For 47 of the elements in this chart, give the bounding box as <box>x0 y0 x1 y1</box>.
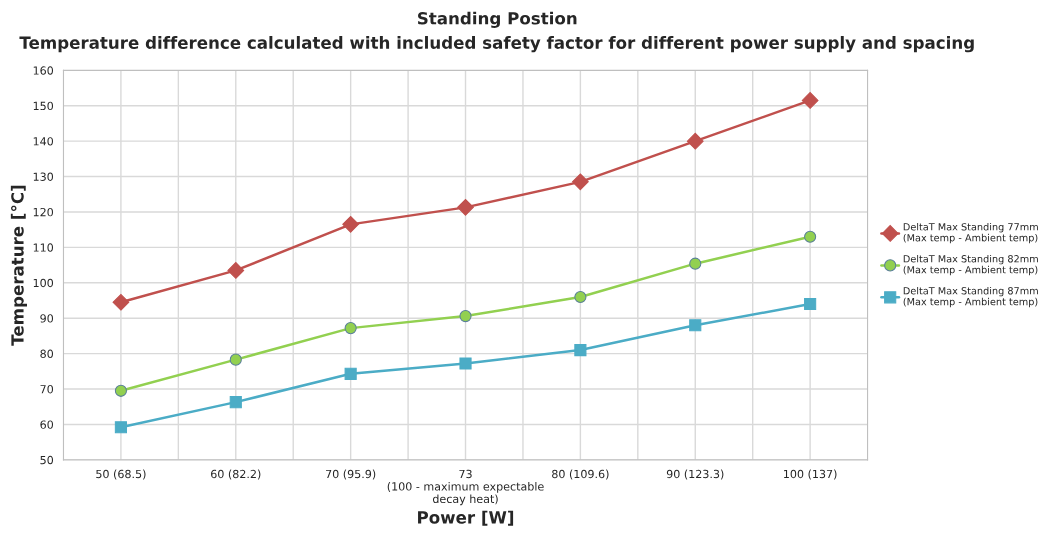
point <box>804 297 817 311</box>
y-tick-label: 160 <box>33 66 54 75</box>
y-tick-label: 90 <box>40 314 54 323</box>
point <box>457 198 474 216</box>
point <box>804 230 817 243</box>
point <box>229 353 242 366</box>
point <box>574 290 587 304</box>
point <box>459 310 472 323</box>
point <box>229 396 242 409</box>
y-tick-label: 50 <box>40 455 54 465</box>
y-tick-label: 110 <box>33 243 54 252</box>
y-tick-label: 80 <box>40 349 54 358</box>
point <box>572 173 589 191</box>
chart-subtitle: Temperature difference calculated with included safety factor for different power supply and spacing <box>19 36 974 53</box>
y-tick-label: 140 <box>33 137 54 146</box>
x-tick-label: 50 (68.5) <box>96 469 146 480</box>
legend-label: DeltaT Max Standing 82mm (Max temp - Ambient temp) <box>903 254 1038 276</box>
y-tick-label: 100 <box>33 278 54 288</box>
point <box>114 384 127 397</box>
y-tick-label: 70 <box>40 385 54 394</box>
point <box>344 367 357 380</box>
x-tick-label: 100 (137) <box>784 469 837 480</box>
x-tick-label: 60 (82.2) <box>211 469 261 480</box>
point <box>686 132 704 150</box>
point <box>574 344 587 357</box>
x-tick-label: 73 (100 - maximum expectable decay heat) <box>387 469 544 506</box>
y-axis-title: Temperature [°C] <box>10 185 27 346</box>
point <box>689 319 702 332</box>
point <box>344 322 357 335</box>
legend-label: DeltaT Max Standing 77mm (Max temp - Ambient temp) <box>903 222 1038 244</box>
y-tick-label: 60 <box>40 420 54 429</box>
point <box>689 257 702 270</box>
point <box>114 421 127 434</box>
legend-label: DeltaT Max Standing 87mm (Max temp - Ambient temp) <box>903 286 1038 308</box>
x-tick-label: 90 (123.3) <box>666 469 724 480</box>
chart-title: Standing Postion <box>418 11 577 28</box>
point <box>112 293 130 311</box>
point <box>227 262 245 279</box>
x-tick-label: 70 (95.9) <box>326 469 376 480</box>
point <box>801 92 819 109</box>
y-tick-label: 120 <box>33 207 54 217</box>
point <box>459 357 472 370</box>
x-axis-title: Power [W] <box>418 510 514 526</box>
y-tick-label: 150 <box>33 101 54 111</box>
point <box>342 215 360 233</box>
y-tick-label: 130 <box>33 172 54 181</box>
x-tick-label: 80 (109.6) <box>552 469 609 480</box>
